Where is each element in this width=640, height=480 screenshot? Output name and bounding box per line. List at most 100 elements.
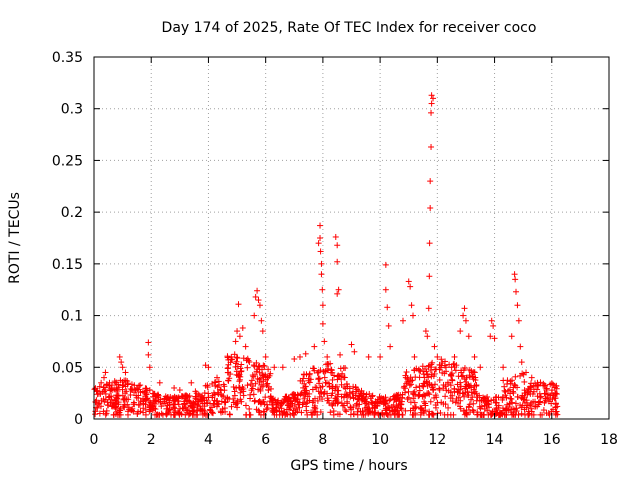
roti-point: [474, 409, 481, 416]
roti-point: [513, 405, 520, 412]
roti-point: [330, 400, 337, 407]
roti-point: [191, 407, 198, 414]
roti-point: [222, 408, 229, 415]
roti-point: [440, 385, 447, 392]
roti-point: [433, 366, 440, 373]
roti-point: [265, 366, 272, 373]
roti-point: [471, 353, 478, 360]
roti-point: [445, 387, 452, 394]
roti-point: [347, 404, 354, 411]
roti-point: [267, 370, 274, 377]
roti-point: [102, 411, 109, 418]
roti-point: [543, 386, 550, 393]
roti-point: [242, 343, 249, 350]
roti-point: [422, 328, 429, 335]
roti-point: [293, 406, 300, 413]
roti-point: [462, 317, 469, 324]
roti-point: [521, 387, 528, 394]
roti-point: [430, 95, 437, 102]
roti-point: [121, 395, 128, 402]
roti-point: [207, 400, 214, 407]
data-points: [91, 92, 561, 418]
roti-point: [286, 403, 293, 410]
roti-point: [396, 397, 403, 404]
roti-point: [256, 369, 263, 376]
roti-point: [256, 379, 263, 386]
roti-point: [537, 393, 544, 400]
roti-point: [444, 379, 451, 386]
roti-point: [188, 379, 195, 386]
roti-point: [453, 395, 460, 402]
roti-point: [295, 392, 302, 399]
roti-point: [512, 382, 519, 389]
roti-point: [104, 399, 111, 406]
roti-point: [97, 403, 104, 410]
roti-point: [131, 401, 138, 408]
roti-point: [283, 393, 290, 400]
roti-point: [405, 394, 412, 401]
roti-point: [137, 389, 144, 396]
roti-point: [492, 394, 499, 401]
roti-point: [503, 411, 510, 418]
roti-point: [102, 369, 109, 376]
roti-point: [318, 389, 325, 396]
roti-point: [164, 410, 171, 417]
roti-point: [415, 391, 422, 398]
roti-point: [428, 109, 435, 116]
roti-point: [424, 390, 431, 397]
roti-point: [127, 385, 134, 392]
roti-point: [155, 411, 162, 418]
roti-point: [484, 407, 491, 414]
roti-point: [256, 302, 263, 309]
roti-point: [245, 357, 252, 364]
roti-point: [113, 408, 120, 415]
roti-point: [404, 375, 411, 382]
roti-point: [267, 393, 274, 400]
roti-point: [459, 372, 466, 379]
roti-point: [350, 383, 357, 390]
roti-point: [232, 338, 239, 345]
roti-point: [411, 366, 418, 373]
roti-point: [262, 373, 269, 380]
roti-point: [493, 406, 500, 413]
roti-point: [182, 395, 189, 402]
roti-point: [512, 400, 519, 407]
roti-point: [228, 353, 235, 360]
roti-point: [528, 411, 535, 418]
roti-point: [251, 363, 258, 370]
roti-point: [252, 380, 259, 387]
roti-point: [553, 391, 560, 398]
roti-point: [92, 398, 99, 405]
roti-point: [255, 386, 262, 393]
roti-point: [301, 395, 308, 402]
roti-point: [209, 380, 216, 387]
roti-point: [156, 379, 163, 386]
roti-point: [476, 403, 483, 410]
roti-point: [251, 398, 258, 405]
roti-point: [216, 382, 223, 389]
roti-point: [427, 398, 434, 405]
roti-point: [470, 374, 477, 381]
roti-point: [273, 400, 280, 407]
roti-point: [413, 384, 420, 391]
roti-point: [211, 391, 218, 398]
roti-point: [437, 364, 444, 371]
roti-point: [212, 379, 219, 386]
x-axis-label: GPS time / hours: [290, 458, 407, 474]
roti-point: [122, 377, 129, 384]
roti-point: [101, 374, 108, 381]
roti-point: [332, 387, 339, 394]
roti-point: [195, 391, 202, 398]
roti-point: [346, 389, 353, 396]
roti-point: [543, 395, 550, 402]
roti-point: [221, 398, 228, 405]
roti-point: [109, 403, 116, 410]
roti-point: [244, 382, 251, 389]
roti-point: [176, 387, 183, 394]
roti-point: [309, 411, 316, 418]
roti-point: [463, 374, 470, 381]
roti-point: [469, 394, 476, 401]
roti-point: [418, 404, 425, 411]
roti-point: [253, 406, 260, 413]
roti-point: [470, 400, 477, 407]
